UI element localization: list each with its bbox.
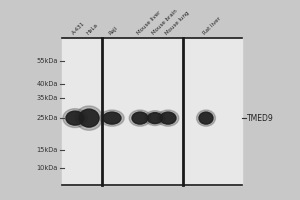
Ellipse shape — [100, 110, 124, 126]
Ellipse shape — [160, 112, 176, 124]
Ellipse shape — [79, 109, 99, 127]
Text: Mouse brain: Mouse brain — [152, 9, 179, 36]
Ellipse shape — [129, 110, 151, 126]
Bar — [62, 38, 102, 185]
Text: 15kDa: 15kDa — [37, 147, 58, 153]
Text: Raji: Raji — [109, 25, 119, 36]
Ellipse shape — [103, 112, 121, 124]
Text: TMED9: TMED9 — [247, 114, 274, 123]
Ellipse shape — [145, 111, 165, 126]
Text: 55kDa: 55kDa — [37, 58, 58, 64]
Ellipse shape — [63, 109, 87, 128]
Text: A-431: A-431 — [71, 21, 86, 36]
Bar — [183, 38, 242, 185]
Text: Rat liver: Rat liver — [202, 16, 222, 36]
Ellipse shape — [76, 106, 103, 130]
Bar — [102, 38, 183, 185]
Ellipse shape — [196, 110, 215, 126]
Text: 25kDa: 25kDa — [37, 115, 58, 121]
Text: 35kDa: 35kDa — [37, 95, 58, 101]
Text: Mouse liver: Mouse liver — [136, 10, 162, 36]
Text: HeLa: HeLa — [85, 23, 99, 36]
Text: Mouse lung: Mouse lung — [164, 10, 190, 36]
Ellipse shape — [148, 113, 163, 124]
Ellipse shape — [132, 112, 148, 124]
Ellipse shape — [157, 110, 179, 126]
Text: 40kDa: 40kDa — [37, 81, 58, 87]
Ellipse shape — [199, 112, 213, 124]
Ellipse shape — [66, 111, 84, 125]
Text: 10kDa: 10kDa — [37, 165, 58, 171]
